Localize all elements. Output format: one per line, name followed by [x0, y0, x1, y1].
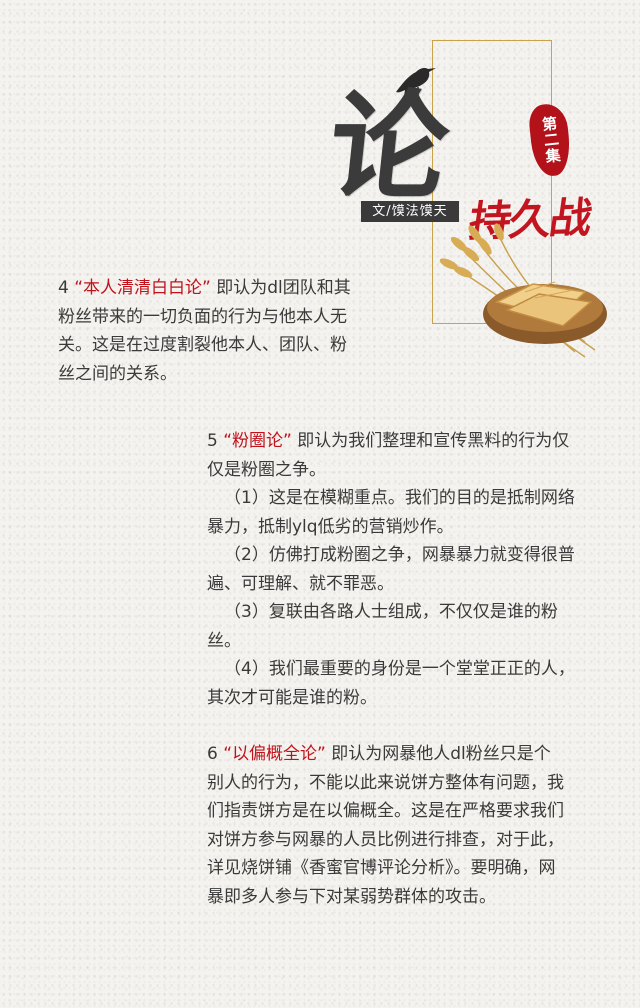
author-tag: 文/馍法馍天: [361, 201, 459, 222]
section-5-number: 5: [207, 431, 218, 451]
section-5-point: （4）我们最重要的身份是一个堂堂正正的人，其次才可能是谁的粉。: [207, 659, 575, 708]
section-5-body: 即认为我们整理和宣传黑料的行为仅仅是粉圈之争。: [207, 431, 570, 480]
section-5: 5 “粉圈论” 即认为我们整理和宣传黑料的行为仅仅是粉圈之争。 （1）这是在模糊…: [207, 427, 582, 712]
section-4-quote: “本人清清白白论”: [74, 278, 211, 298]
section-5-point: （2）仿佛打成粉圈之争，网暴暴力就变得很普遍、可理解、就不罪恶。: [207, 545, 575, 594]
wheat-and-pastry-image: [439, 223, 607, 358]
section-5-point: （1）这是在模糊重点。我们的目的是抵制网络暴力，抵制ylq低劣的营销炒作。: [207, 488, 575, 537]
section-6-quote: “以偏概全论”: [223, 744, 326, 764]
section-6-body: 即认为网暴他人dl粉丝只是个别人的行为，不能以此来说饼方整体有问题，我们指责饼方…: [207, 744, 564, 907]
section-4-number: 4: [58, 278, 69, 298]
section-5-quote: “粉圈论”: [223, 431, 292, 451]
section-4-body: 即认为dl团队和其粉丝带来的一切负面的行为与他本人无关。这是在过度割裂他本人、团…: [58, 278, 351, 384]
section-6: 6 “以偏概全论” 即认为网暴他人dl粉丝只是个别人的行为，不能以此来说饼方整体…: [207, 740, 567, 911]
section-6-number: 6: [207, 744, 218, 764]
crow-icon: [396, 68, 436, 99]
section-4: 4 “本人清清白白论” 即认为dl团队和其粉丝带来的一切负面的行为与他本人无关。…: [58, 274, 363, 388]
section-5-point: （3）复联由各路人士组成，不仅仅是谁的粉丝。: [207, 602, 558, 651]
title-char: 论: [322, 77, 450, 216]
